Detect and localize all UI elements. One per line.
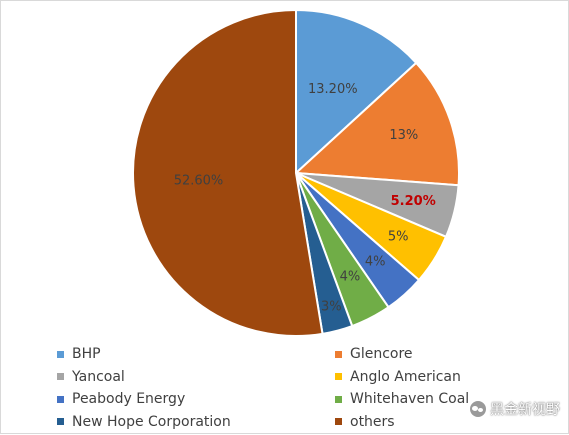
- legend-label: Glencore: [350, 346, 413, 362]
- pie-slices: [132, 8, 460, 337]
- legend-item-yancoal: Yancoal: [57, 367, 125, 387]
- legend-item-new-hope-corporation: New Hope Corporation: [57, 412, 231, 432]
- data-label-peabody-energy: 4%: [365, 254, 386, 269]
- legend-label: Yancoal: [72, 368, 125, 385]
- legend-label: Peabody Energy: [72, 391, 186, 407]
- legend-swatch: [335, 395, 342, 403]
- legend-item-others: others: [335, 412, 395, 432]
- legend-swatch: [335, 350, 342, 358]
- data-label-others: 52.60%: [174, 174, 224, 189]
- legend-item-anglo-american: Anglo American: [335, 367, 461, 387]
- legend-item-peabody-energy: Peabody Energy: [57, 389, 185, 409]
- data-label-glencore: 13%: [389, 128, 418, 143]
- watermark: 黑金新视野: [470, 399, 560, 419]
- data-label-yancoal: 5.20%: [391, 194, 436, 209]
- legend-item-glencore: Glencore: [335, 344, 413, 364]
- legend-label: New Hope Corporation: [72, 413, 231, 430]
- data-label-new-hope-corporation: 3%: [321, 300, 342, 315]
- wechat-icon: [470, 401, 486, 417]
- legend-swatch: [57, 418, 64, 425]
- legend-label: BHP: [72, 346, 101, 362]
- legend-swatch: [335, 373, 342, 380]
- data-label-whitehaven-coal: 4%: [340, 270, 361, 285]
- pie-data-labels: 13.20%13%5.20%5%4%4%3%52.60%: [174, 82, 436, 315]
- legend-swatch: [57, 395, 64, 403]
- legend-label: Whitehaven Coal: [350, 391, 470, 407]
- legend-swatch: [335, 418, 342, 425]
- data-label-bhp: 13.20%: [308, 82, 358, 97]
- watermark-text: 黑金新视野: [490, 402, 560, 418]
- legend-swatch: [57, 373, 64, 380]
- legend-label: Anglo American: [350, 368, 461, 385]
- data-label-anglo-american: 5%: [388, 230, 409, 245]
- legend-item-bhp: BHP: [57, 344, 101, 364]
- chart-legend: BHP Glencore Yancoal Anglo American Peabody …: [57, 344, 527, 430]
- legend-item-whitehaven-coal: Whitehaven Coal: [335, 389, 469, 409]
- pie-slice-bhp: [295, 8, 418, 176]
- legend-swatch: [57, 350, 64, 358]
- legend-label: others: [350, 413, 395, 430]
- pie-slice-glencore: [293, 61, 460, 187]
- pie-slice-others: [132, 8, 324, 337]
